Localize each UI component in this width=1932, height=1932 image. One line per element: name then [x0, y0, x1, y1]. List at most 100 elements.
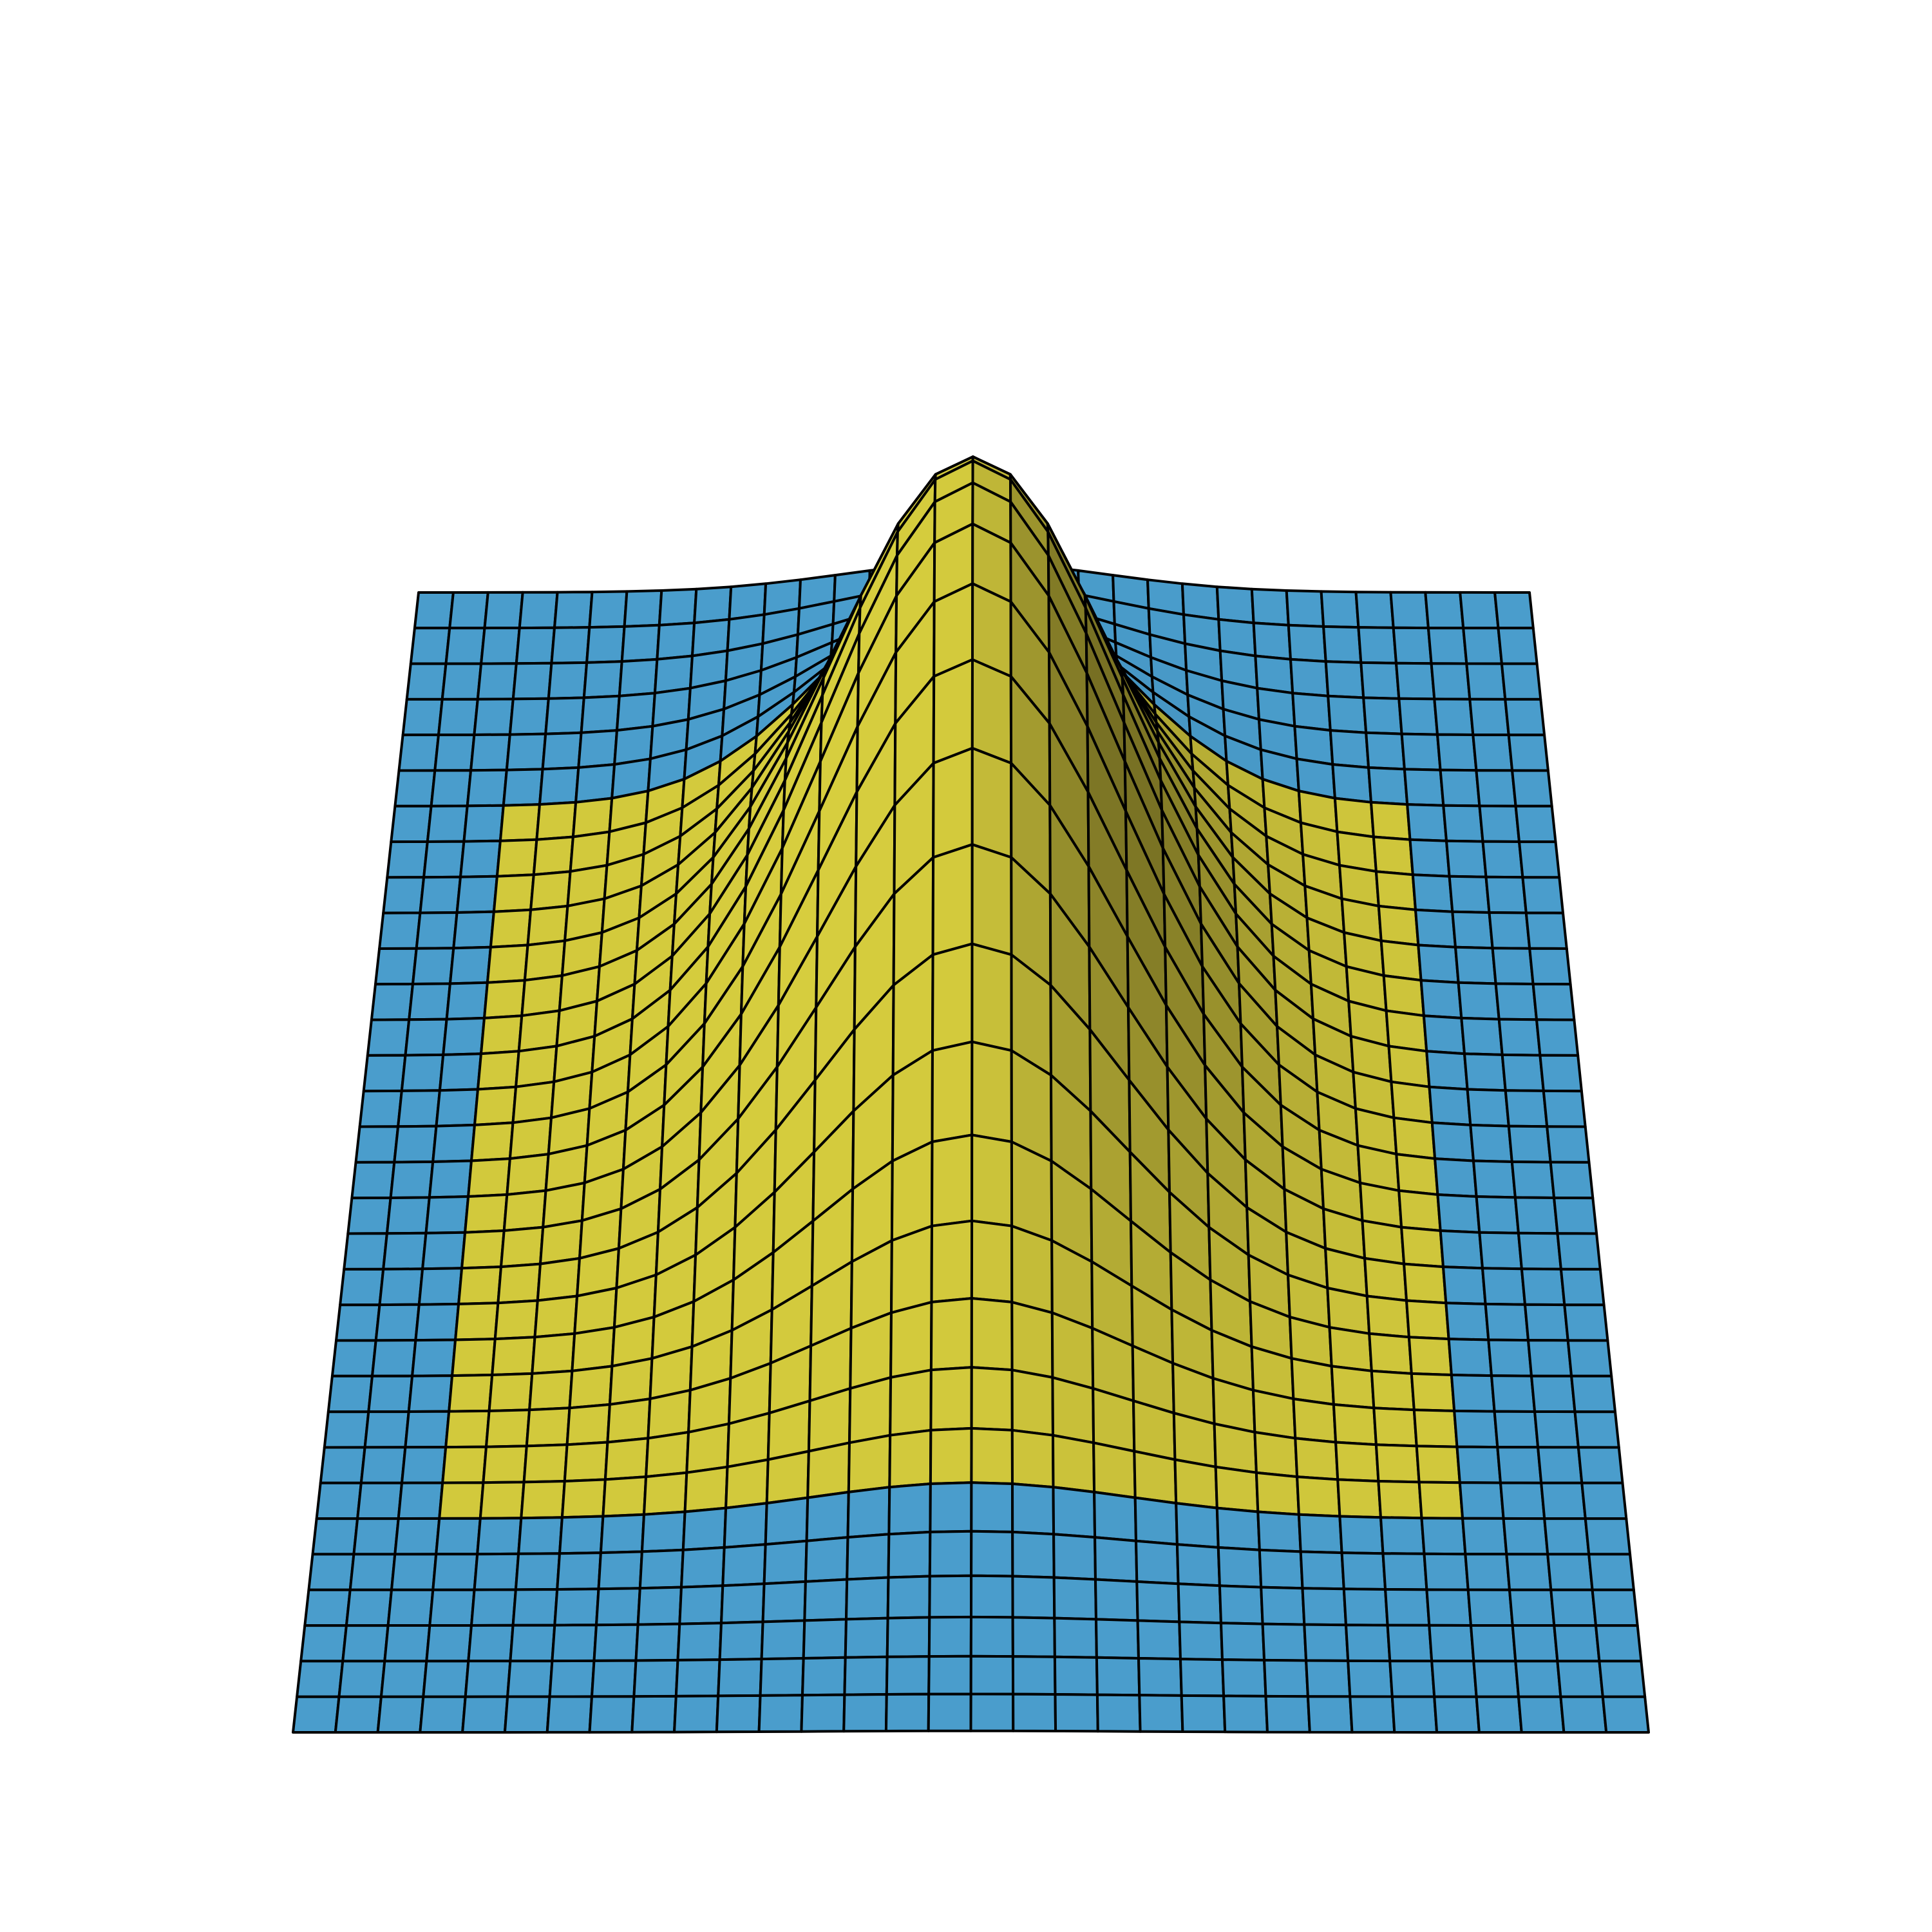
plane-cell — [1324, 660, 1365, 699]
plane-cell — [1425, 1050, 1469, 1091]
plane-cell — [1093, 1490, 1137, 1542]
plane-cell — [1217, 1546, 1263, 1589]
surface-cell — [1255, 1471, 1300, 1516]
surface-cell — [1363, 1256, 1408, 1302]
plane-cell — [678, 1584, 724, 1625]
plane-cell — [1137, 1657, 1183, 1697]
surface-cell — [438, 1481, 485, 1520]
plane-cell — [511, 661, 553, 701]
surface-cell — [1368, 1332, 1413, 1375]
plane-cell — [1414, 908, 1457, 949]
surface-cell — [495, 838, 538, 878]
surface-cell — [565, 1403, 611, 1446]
surface-cell — [889, 1300, 933, 1379]
plane-cell — [1379, 1516, 1426, 1555]
plane-cell — [1430, 1121, 1475, 1162]
surface-cell — [1052, 1434, 1096, 1493]
plane-cell — [386, 1588, 435, 1627]
surface-cell — [932, 746, 974, 859]
surface-cell — [683, 1465, 729, 1513]
plane-cell — [483, 591, 524, 630]
surface-cell — [1400, 1226, 1444, 1269]
surface-cell — [467, 1157, 511, 1198]
surface-cell — [643, 1471, 688, 1516]
plane-cell — [462, 804, 505, 843]
surface-cell — [1010, 1368, 1054, 1437]
plane-cell — [469, 733, 511, 772]
plane-cell — [886, 1616, 931, 1658]
plane-cell — [374, 1303, 421, 1342]
plane-cell — [1442, 1265, 1487, 1305]
surface-cell — [971, 746, 1013, 859]
surface-cell — [932, 658, 974, 764]
surface-cell — [1336, 1478, 1382, 1519]
plane-cell — [1457, 981, 1501, 1021]
surface-cell — [1397, 1189, 1442, 1232]
plane-cell — [574, 763, 616, 804]
surface-cell — [508, 1116, 553, 1160]
surface-cell — [526, 904, 569, 947]
plane-cell — [467, 1624, 515, 1663]
plane-cell — [762, 1539, 808, 1586]
plane-cell — [1507, 734, 1549, 772]
plane-cell — [1511, 769, 1553, 808]
plane-cell — [409, 627, 451, 665]
surface-cell — [1403, 1262, 1448, 1305]
plane-cell — [764, 1496, 810, 1546]
surface-cell — [470, 1121, 515, 1162]
surface-cell — [1387, 1045, 1431, 1088]
plane-cell — [413, 591, 455, 630]
plane-cell — [1521, 876, 1564, 914]
plane-cell — [1487, 1338, 1533, 1378]
plane-cell — [969, 1654, 1015, 1696]
plane-cell — [969, 1692, 1015, 1732]
plane-cell — [452, 910, 495, 950]
plane-cell — [517, 1516, 564, 1555]
surface-cell — [535, 800, 578, 841]
plane-cell — [435, 1517, 482, 1556]
plane-cell — [1175, 1543, 1221, 1587]
plane-cell — [1340, 1551, 1387, 1591]
surface-cell — [1252, 1388, 1297, 1440]
plane-cell — [307, 1553, 355, 1591]
surface-cell — [931, 1133, 974, 1227]
plane-cell — [428, 1159, 473, 1199]
plane-cell — [356, 1481, 403, 1520]
plane-cell — [1408, 838, 1451, 878]
plane-cell — [1464, 1553, 1511, 1591]
plane-cell — [1354, 591, 1395, 629]
plane-cell — [386, 840, 429, 879]
plane-cell — [1566, 1339, 1613, 1378]
plane-cell — [884, 1692, 931, 1732]
surface-cell — [1365, 1294, 1410, 1339]
surface-cell — [1292, 1397, 1338, 1444]
surface-cell — [517, 1009, 561, 1053]
plane-cell — [411, 1338, 457, 1378]
plane-cell — [1508, 1588, 1556, 1627]
plane-cell — [346, 1197, 392, 1235]
surface-cell — [724, 1458, 770, 1510]
plane-cell — [1221, 1658, 1267, 1698]
surface-cell — [889, 1368, 933, 1437]
surface-cell — [1392, 1116, 1437, 1160]
surface-cell — [1051, 1376, 1095, 1444]
plane-cell — [1542, 1089, 1587, 1128]
plane-cell — [417, 1267, 464, 1306]
plane-cell — [1362, 696, 1403, 735]
surface-cell — [1377, 1480, 1423, 1520]
plane-cell — [723, 1502, 768, 1549]
surface-cell — [532, 835, 574, 876]
plane-cell — [1305, 1659, 1352, 1698]
surface-cell — [970, 1366, 1014, 1432]
surface-cell — [489, 908, 533, 949]
surface-cell — [1296, 1475, 1341, 1518]
surface-cell — [454, 1302, 500, 1341]
plane-cell — [1475, 769, 1517, 808]
plane-cell — [1011, 1530, 1056, 1579]
surface-cell — [847, 1434, 892, 1493]
plane-cell — [1533, 1410, 1580, 1449]
plane-cell — [970, 1530, 1014, 1578]
surface-cell — [486, 943, 529, 984]
plane-cell — [1287, 623, 1327, 663]
